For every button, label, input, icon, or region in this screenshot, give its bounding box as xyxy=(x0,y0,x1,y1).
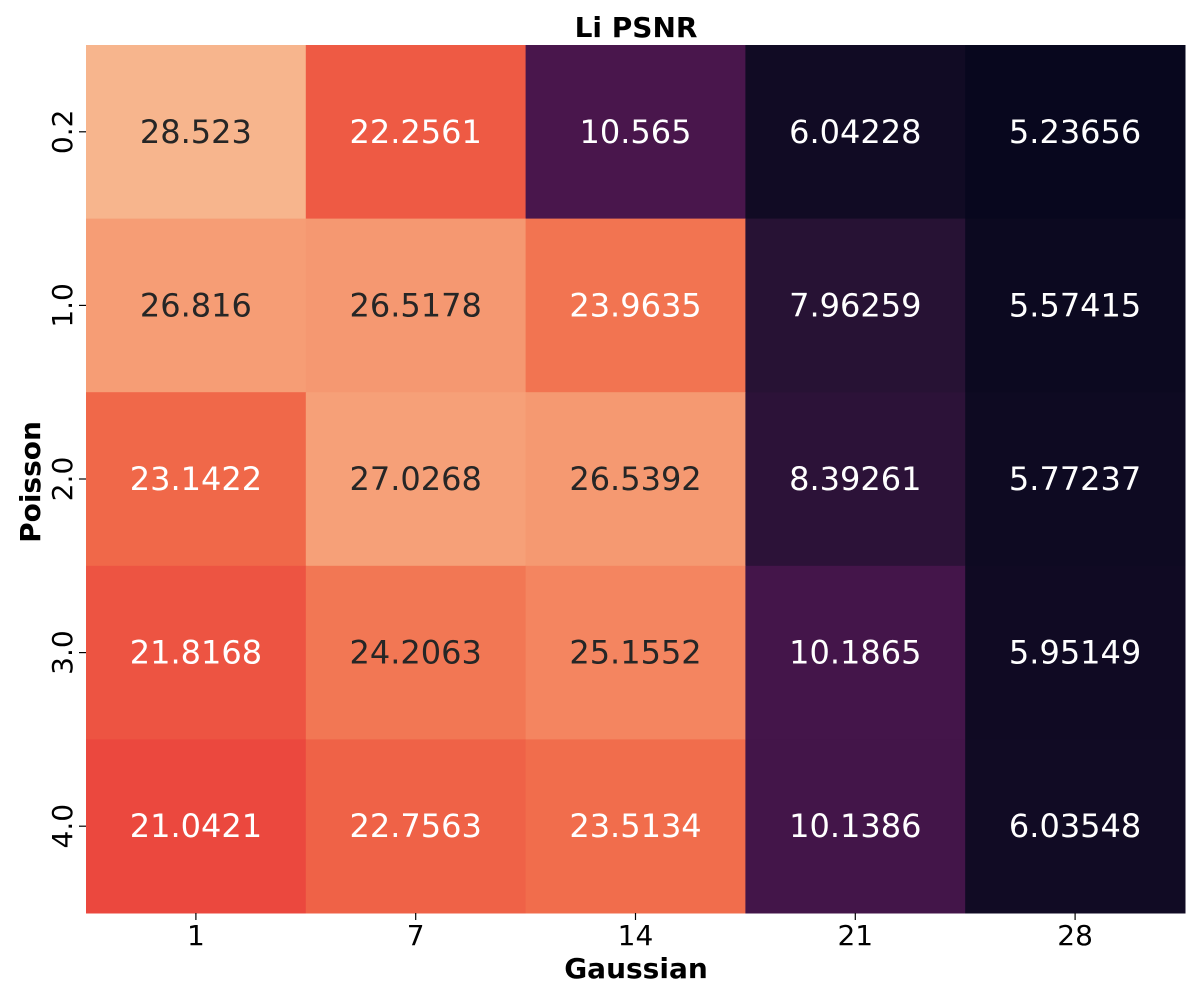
heatmap-cell xyxy=(745,392,966,567)
x-tick-label: 7 xyxy=(407,919,425,952)
cell-value-label: 8.39261 xyxy=(789,460,921,498)
chart-title: Li PSNR xyxy=(575,11,698,44)
cell-value-label: 5.77237 xyxy=(1009,460,1141,498)
y-tick-label: 0.2 xyxy=(46,110,79,155)
x-tick-label: 1 xyxy=(187,919,205,952)
heatmap-cell xyxy=(305,739,527,914)
cell-value-label: 26.816 xyxy=(140,286,252,324)
cell-value-label: 7.96259 xyxy=(789,286,921,324)
x-tick-label: 28 xyxy=(1057,919,1093,952)
cell-value-label: 5.95149 xyxy=(1009,634,1141,672)
y-tick-label: 1.0 xyxy=(46,283,79,328)
x-axis-ticks: 1 7 14 21 28 xyxy=(187,913,1093,952)
y-axis-title: Poisson xyxy=(14,421,47,543)
x-tick-label: 14 xyxy=(618,919,654,952)
x-tick-label: 21 xyxy=(837,919,873,952)
cell-value-label: 10.565 xyxy=(580,113,692,151)
y-tick-label: 3.0 xyxy=(46,630,79,675)
heatmap-cell xyxy=(86,45,307,220)
heatmap-cell xyxy=(745,218,966,393)
cell-value-label: 6.04228 xyxy=(789,113,921,151)
heatmap-cell xyxy=(965,739,1186,914)
cell-value-label: 22.7563 xyxy=(350,807,482,845)
heatmap-cell xyxy=(965,565,1186,740)
cell-value-label: 5.23656 xyxy=(1009,113,1141,151)
cell-value-label: 10.1865 xyxy=(789,634,921,672)
heatmap-cell xyxy=(745,565,966,740)
heatmap-cell xyxy=(305,218,527,393)
cell-value-label: 26.5178 xyxy=(350,286,482,324)
heatmap-cell xyxy=(525,739,746,914)
cell-value-label: 24.2063 xyxy=(350,634,482,672)
heatmap-cell xyxy=(525,218,746,393)
heatmap-cell xyxy=(86,739,307,914)
heatmap-cell xyxy=(745,45,966,220)
heatmap-cells: 28.523 22.2561 10.565 6.04228 5.23656 26.816 2… xyxy=(86,45,1186,914)
heatmap-cell xyxy=(525,45,746,220)
y-tick-label: 4.0 xyxy=(46,804,79,849)
heatmap-cell xyxy=(965,392,1186,567)
cell-value-label: 23.9635 xyxy=(569,286,701,324)
heatmap-cell xyxy=(525,392,746,567)
y-axis-ticks: 0.2 1.0 2.0 3.0 4.0 xyxy=(46,110,86,849)
heatmap-cell xyxy=(86,565,307,740)
cell-value-label: 21.8168 xyxy=(130,634,262,672)
x-axis-title: Gaussian xyxy=(564,952,708,985)
heatmap-cell xyxy=(745,739,966,914)
heatmap-cell xyxy=(525,565,746,740)
cell-value-label: 10.1386 xyxy=(789,807,921,845)
cell-value-label: 26.5392 xyxy=(569,460,701,498)
cell-value-label: 25.1552 xyxy=(569,634,701,672)
cell-value-label: 22.2561 xyxy=(350,113,482,151)
heatmap-cell xyxy=(305,392,527,567)
cell-value-label: 23.1422 xyxy=(130,460,262,498)
heatmap-cell xyxy=(305,45,527,220)
cell-value-label: 23.5134 xyxy=(569,807,701,845)
heatmap-cell xyxy=(965,218,1186,393)
cell-value-label: 21.0421 xyxy=(130,807,262,845)
cell-value-label: 6.03548 xyxy=(1009,807,1141,845)
y-tick-label: 2.0 xyxy=(46,457,79,502)
cell-value-label: 28.523 xyxy=(140,113,252,151)
heatmap-cell xyxy=(965,45,1186,220)
heatmap-cell xyxy=(86,392,307,567)
cell-value-label: 5.57415 xyxy=(1009,286,1141,324)
cell-value-label: 27.0268 xyxy=(350,460,482,498)
heatmap-cell xyxy=(305,565,527,740)
heatmap-cell xyxy=(86,218,307,393)
